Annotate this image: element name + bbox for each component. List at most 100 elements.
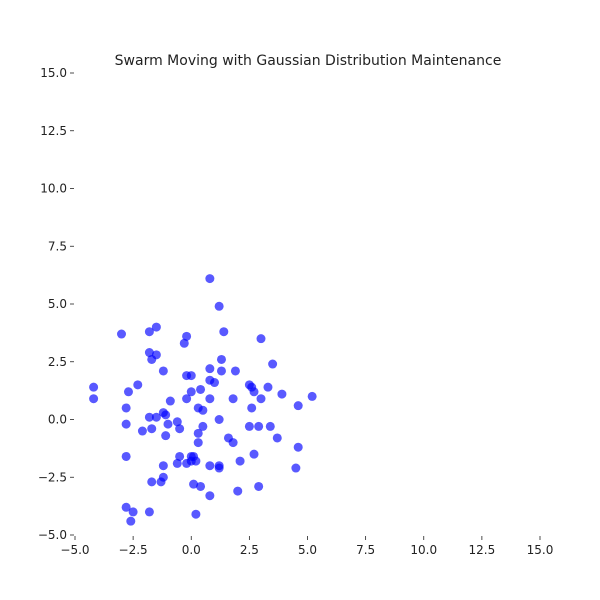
scatter-point	[291, 463, 301, 473]
y-tick-label: 0.0	[48, 413, 67, 427]
scatter-point	[249, 387, 259, 397]
x-tick-label: 2.5	[240, 543, 259, 557]
scatter-point	[233, 486, 243, 496]
y-tick-label: 12.5	[40, 124, 67, 138]
scatter-point	[193, 438, 203, 448]
y-tick-label: 15.0	[40, 66, 67, 80]
scatter-point	[182, 331, 192, 341]
x-tick-label: 0.0	[182, 543, 201, 557]
scatter-point	[193, 428, 203, 438]
scatter-point	[254, 481, 264, 491]
scatter-point	[121, 403, 131, 413]
scatter-point	[198, 421, 208, 431]
x-tick-label: 7.5	[356, 543, 375, 557]
scatter-point	[172, 458, 182, 468]
scatter-point	[147, 477, 157, 487]
scatter-point	[144, 348, 154, 358]
scatter-point	[247, 403, 257, 413]
scatter-point	[214, 301, 224, 311]
scatter-point	[205, 274, 215, 284]
scatter-point	[272, 433, 282, 443]
scatter-point	[163, 419, 173, 429]
scatter-point	[198, 405, 208, 415]
scatter-point	[228, 394, 238, 404]
scatter-point	[196, 481, 206, 491]
scatter-point	[268, 359, 278, 369]
scatter-point	[186, 371, 196, 381]
x-axis: −5.0 −2.5 0.0 2.5 5.0 7.5 10.0 12.5 15.0	[60, 536, 553, 557]
scatter-point	[175, 451, 185, 461]
scatter-point	[126, 516, 136, 526]
scatter-point	[144, 507, 154, 517]
scatter-point	[235, 456, 245, 466]
scatter-point	[307, 391, 317, 401]
scatter-point	[214, 415, 224, 424]
scatter-point	[254, 421, 264, 431]
scatter-point	[196, 384, 206, 394]
scatter-point	[191, 509, 201, 519]
scatter-point	[277, 389, 287, 399]
scatter-point	[144, 412, 154, 422]
scatter-point	[256, 334, 266, 344]
x-tick-label: 5.0	[298, 543, 317, 557]
scatter-point	[216, 354, 226, 364]
scatter-point	[244, 421, 254, 431]
scatter-point	[205, 461, 215, 471]
scatter-point	[133, 380, 143, 390]
scatter-point	[89, 394, 99, 404]
scatter-point	[175, 424, 185, 434]
scatter-point	[214, 463, 224, 473]
scatter-point	[219, 327, 229, 337]
scatter-point	[293, 401, 303, 411]
scatter-point	[230, 366, 240, 376]
scatter-point	[205, 364, 215, 374]
scatter-point	[228, 438, 238, 448]
scatter-point	[121, 502, 131, 512]
x-tick-label: 12.5	[469, 543, 496, 557]
chart-title: Swarm Moving with Gaussian Distribution …	[115, 53, 502, 69]
y-tick-label: 7.5	[48, 239, 67, 253]
scatter-point	[256, 394, 266, 404]
scatter-point	[121, 451, 131, 461]
scatter-point	[156, 477, 166, 487]
scatter-point	[144, 327, 154, 337]
scatter-point	[249, 449, 259, 459]
scatter-point	[210, 378, 219, 388]
scatter-point	[121, 419, 131, 429]
scatter-point	[191, 456, 201, 466]
scatter-point	[165, 396, 175, 406]
x-tick-label: 15.0	[527, 543, 554, 557]
scatter-point	[186, 387, 196, 397]
scatter-point	[158, 366, 168, 376]
scatter-point	[137, 426, 147, 436]
scatter-point	[205, 491, 215, 501]
scatter-point	[179, 338, 189, 348]
scatter-point	[123, 387, 133, 397]
scatter-point	[182, 458, 192, 468]
scatter-point	[161, 431, 171, 441]
scatter-point	[205, 394, 215, 404]
scatter-point	[147, 424, 157, 434]
scatter-points	[89, 274, 317, 526]
scatter-point	[265, 421, 275, 431]
scatter-point	[147, 354, 157, 364]
scatter-point	[161, 410, 171, 420]
x-tick-label: 10.0	[410, 543, 437, 557]
x-tick-label: −5.0	[60, 543, 89, 557]
y-tick-label: −2.5	[38, 470, 67, 484]
scatter-point	[263, 382, 273, 392]
scatter-point	[189, 479, 199, 489]
scatter-point	[172, 417, 182, 427]
y-tick-label: 5.0	[48, 297, 67, 311]
scatter-point	[128, 507, 138, 517]
y-axis: −5.0 −2.5 0.0 2.5 5.0 7.5 10.0 12.5 15.0	[38, 66, 74, 542]
scatter-point	[151, 322, 161, 332]
y-tick-label: 10.0	[40, 182, 67, 196]
scatter-point	[293, 442, 303, 452]
y-tick-label: 2.5	[48, 355, 67, 369]
scatter-point	[158, 461, 168, 471]
scatter-point	[151, 412, 161, 422]
scatter-point	[117, 329, 126, 339]
